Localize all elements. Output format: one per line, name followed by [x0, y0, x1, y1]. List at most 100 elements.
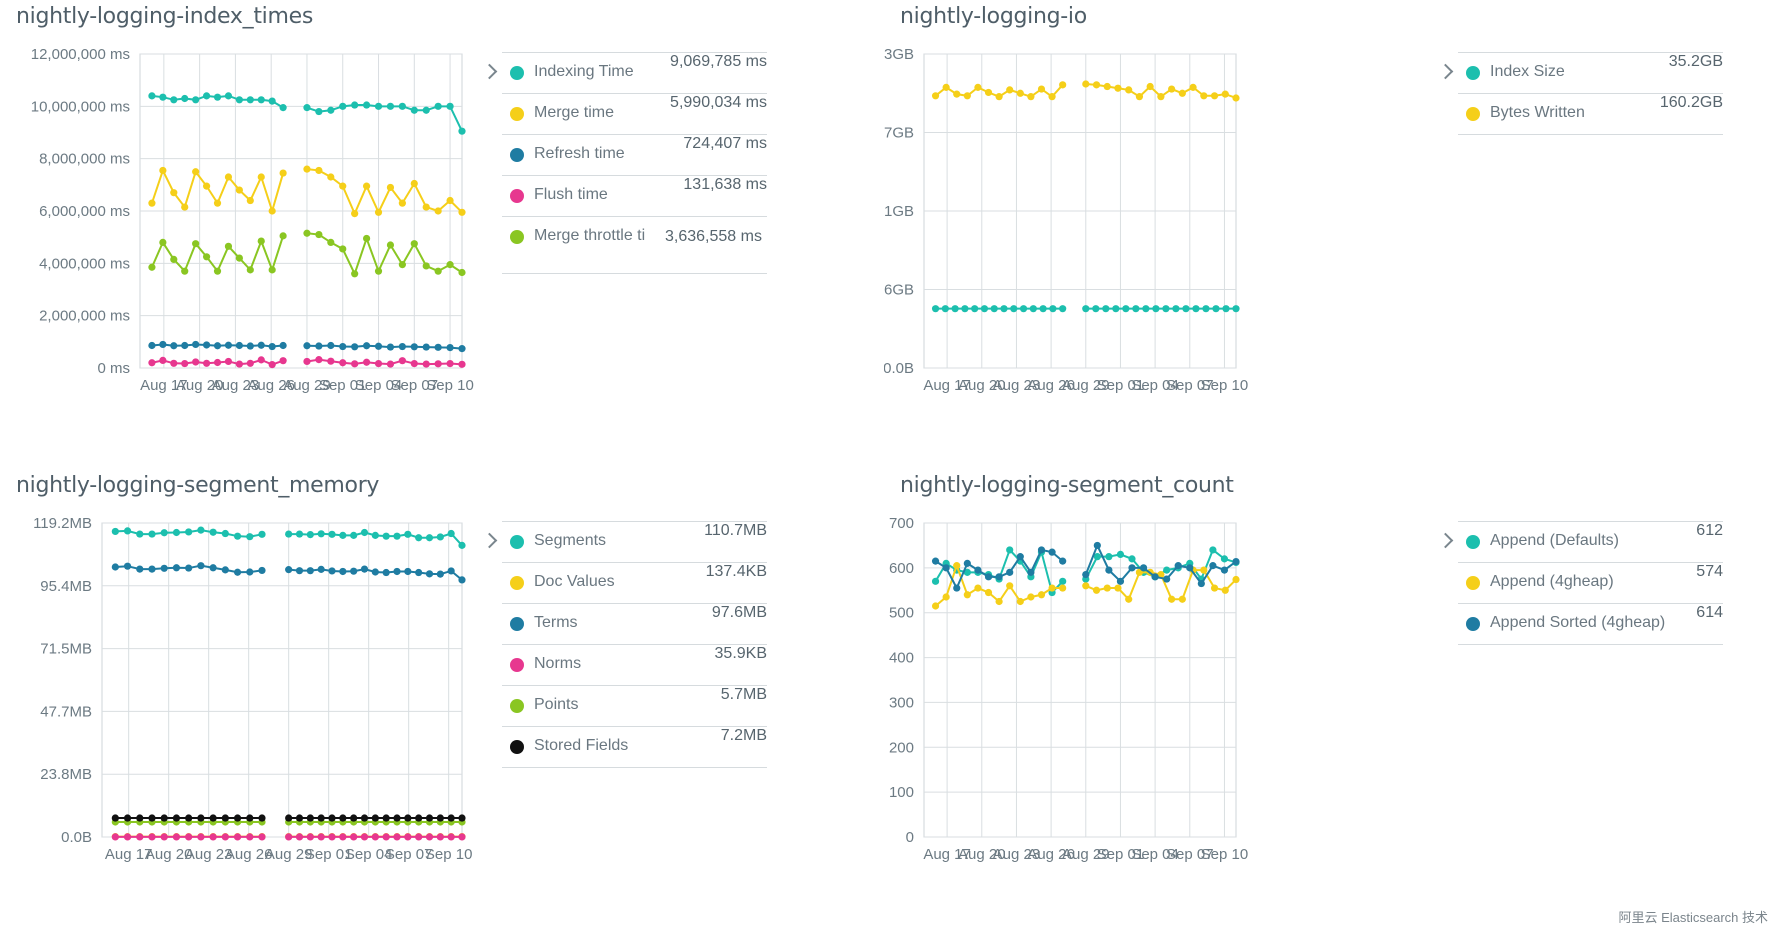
- data-point-terms[interactable]: [160, 564, 168, 572]
- data-point-segments[interactable]: [285, 530, 293, 538]
- data-point-segments[interactable]: [233, 532, 242, 540]
- data-point-segments[interactable]: [172, 528, 181, 537]
- data-point-index-size[interactable]: [1102, 305, 1110, 313]
- data-point-merge-time[interactable]: [246, 196, 254, 205]
- data-point-append-4gheap[interactable]: [984, 588, 993, 597]
- legend-row-merge-throttle[interactable]: Merge throttle ti 3,636,558 ms: [502, 216, 767, 274]
- data-point-norms[interactable]: [425, 833, 434, 841]
- data-point-merge-time[interactable]: [362, 182, 371, 190]
- data-point-segments[interactable]: [246, 533, 254, 541]
- data-point-flush-time[interactable]: [398, 357, 406, 365]
- data-point-stored-fields[interactable]: [285, 814, 293, 822]
- data-point-merge-time[interactable]: [170, 189, 178, 197]
- data-point-stored-fields[interactable]: [172, 814, 181, 822]
- data-point-indexing-time[interactable]: [213, 93, 222, 101]
- data-point-refresh-time[interactable]: [458, 345, 466, 353]
- data-point-norms[interactable]: [123, 833, 132, 841]
- data-point-segments[interactable]: [148, 530, 156, 538]
- data-point-stored-fields[interactable]: [393, 814, 401, 822]
- data-point-index-size[interactable]: [1212, 305, 1220, 313]
- data-point-norms[interactable]: [246, 833, 254, 841]
- data-point-terms[interactable]: [148, 565, 156, 573]
- data-point-flush-time[interactable]: [170, 359, 178, 367]
- data-point-indexing-time[interactable]: [351, 101, 359, 109]
- data-point-flush-time[interactable]: [148, 359, 156, 367]
- data-point-merge-throttle-ti[interactable]: [303, 229, 311, 237]
- data-point-indexing-time[interactable]: [235, 96, 243, 104]
- data-point-merge-time[interactable]: [315, 166, 323, 175]
- data-point-bytes-written[interactable]: [1016, 89, 1024, 97]
- data-point-append-sorted-4gheap[interactable]: [1209, 562, 1217, 570]
- data-point-flush-time[interactable]: [246, 359, 254, 367]
- data-point-append-defaults[interactable]: [931, 577, 940, 585]
- data-point-refresh-time[interactable]: [202, 341, 211, 349]
- data-point-refresh-time[interactable]: [279, 341, 287, 350]
- data-point-append-4gheap[interactable]: [1210, 584, 1219, 592]
- data-point-merge-time[interactable]: [351, 210, 359, 218]
- data-point-append-4gheap[interactable]: [1092, 586, 1101, 594]
- data-point-refresh-time[interactable]: [315, 342, 323, 350]
- data-point-append-sorted-4gheap[interactable]: [1139, 564, 1148, 572]
- data-point-indexing-time[interactable]: [257, 96, 265, 104]
- data-point-indexing-time[interactable]: [268, 97, 276, 105]
- data-point-merge-throttle-ti[interactable]: [235, 254, 243, 262]
- legend-row-doc-values[interactable]: Doc Values 137.4KB: [502, 562, 767, 604]
- data-point-append-sorted-4gheap[interactable]: [953, 584, 961, 592]
- legend-row-append-defaults[interactable]: Append (Defaults) 612: [1458, 521, 1723, 563]
- data-point-bytes-written[interactable]: [1168, 85, 1176, 93]
- data-point-flush-time[interactable]: [257, 356, 265, 364]
- data-point-norms[interactable]: [436, 833, 444, 841]
- data-point-merge-throttle-ti[interactable]: [192, 240, 200, 248]
- data-point-stored-fields[interactable]: [111, 814, 119, 822]
- data-point-terms[interactable]: [371, 568, 379, 576]
- data-point-merge-time[interactable]: [159, 166, 167, 175]
- data-point-append-4gheap[interactable]: [963, 591, 971, 599]
- data-point-append-sorted-4gheap[interactable]: [963, 559, 971, 567]
- data-point-norms[interactable]: [233, 833, 242, 841]
- data-point-append-4gheap[interactable]: [1103, 584, 1111, 592]
- data-point-index-size[interactable]: [1082, 305, 1090, 313]
- data-point-append-sorted-4gheap[interactable]: [1037, 546, 1046, 554]
- data-point-append-defaults[interactable]: [1116, 550, 1125, 558]
- chevron-right-icon[interactable]: [1437, 532, 1454, 549]
- data-point-index-size[interactable]: [1059, 305, 1067, 313]
- data-point-terms[interactable]: [111, 563, 119, 571]
- data-point-index-size[interactable]: [941, 305, 949, 313]
- data-point-merge-time[interactable]: [446, 196, 454, 205]
- data-point-refresh-time[interactable]: [303, 342, 311, 350]
- data-point-bytes-written[interactable]: [1103, 82, 1111, 91]
- data-point-append-sorted-4gheap[interactable]: [1197, 579, 1205, 588]
- data-point-norms[interactable]: [393, 833, 401, 841]
- data-point-norms[interactable]: [185, 833, 193, 841]
- data-point-bytes-written[interactable]: [1092, 81, 1101, 89]
- legend-row-norms[interactable]: Norms 35.9KB: [502, 644, 767, 686]
- data-point-terms[interactable]: [447, 567, 455, 575]
- data-point-refresh-time[interactable]: [181, 341, 189, 350]
- data-point-segments[interactable]: [382, 532, 390, 540]
- data-point-merge-time[interactable]: [192, 168, 200, 176]
- data-point-append-4gheap[interactable]: [1157, 570, 1165, 579]
- data-point-append-sorted-4gheap[interactable]: [1174, 562, 1182, 570]
- data-point-stored-fields[interactable]: [246, 814, 254, 822]
- data-point-terms[interactable]: [404, 567, 412, 576]
- data-point-norms[interactable]: [136, 833, 144, 841]
- data-point-terms[interactable]: [285, 566, 293, 574]
- data-point-append-defaults[interactable]: [1220, 555, 1229, 563]
- data-point-bytes-written[interactable]: [1200, 92, 1208, 100]
- data-point-append-sorted-4gheap[interactable]: [1059, 557, 1067, 565]
- data-point-norms[interactable]: [339, 833, 347, 841]
- data-point-append-sorted-4gheap[interactable]: [1220, 566, 1229, 574]
- legend-row-refresh-time[interactable]: Refresh time 724,407 ms: [502, 134, 767, 176]
- data-point-stored-fields[interactable]: [458, 814, 466, 822]
- data-point-segments[interactable]: [295, 530, 304, 538]
- data-point-flush-time[interactable]: [374, 359, 383, 368]
- data-point-bytes-written[interactable]: [1157, 93, 1165, 101]
- data-point-terms[interactable]: [209, 564, 217, 572]
- data-point-bytes-written[interactable]: [995, 93, 1003, 101]
- data-point-append-4gheap[interactable]: [953, 562, 961, 570]
- data-point-refresh-time[interactable]: [327, 341, 335, 350]
- data-point-indexing-time[interactable]: [458, 127, 466, 135]
- data-point-indexing-time[interactable]: [422, 106, 430, 114]
- data-point-append-defaults[interactable]: [1059, 577, 1067, 585]
- data-point-refresh-time[interactable]: [224, 341, 233, 349]
